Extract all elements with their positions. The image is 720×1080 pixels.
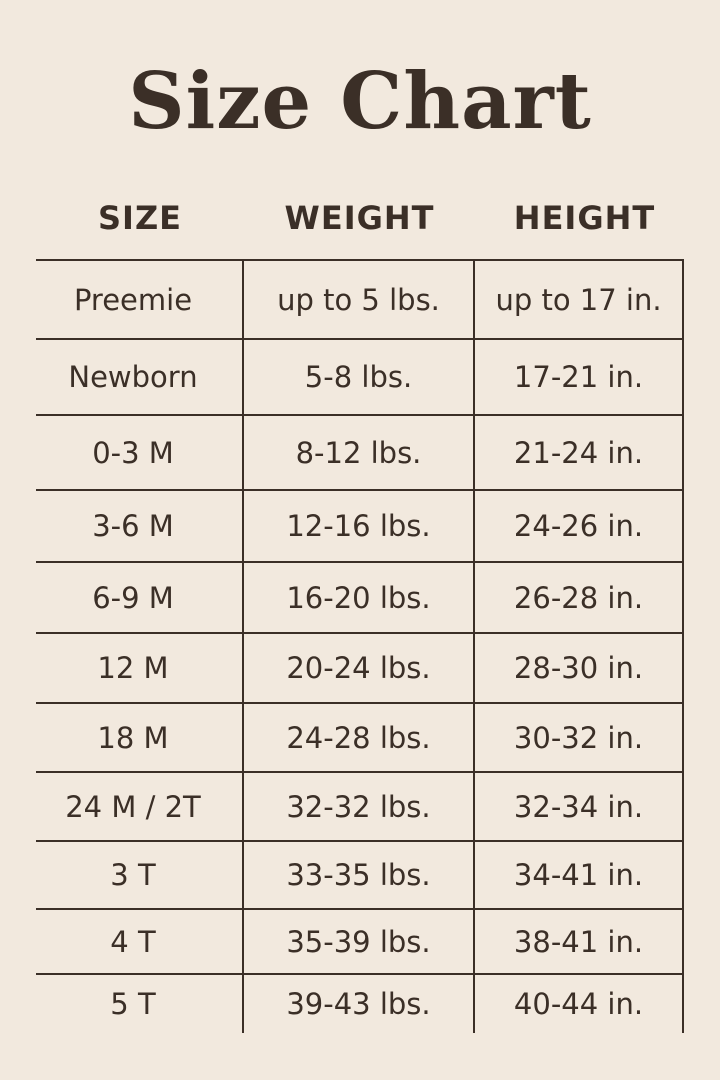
cell-weight: 24-28 lbs. (244, 702, 475, 771)
cell-size: Preemie (36, 259, 244, 338)
cell-height: 21-24 in. (475, 414, 684, 489)
page-title: Size Chart (128, 56, 592, 147)
cell-size: Newborn (36, 338, 244, 414)
cell-weight: 12-16 lbs. (244, 489, 475, 561)
cell-size: 18 M (36, 702, 244, 771)
cell-size: 3 T (36, 840, 244, 908)
table-header: SIZE WEIGHT HEIGHT (36, 196, 684, 240)
cell-height: 30-32 in. (475, 702, 684, 771)
cell-weight: 33-35 lbs. (244, 840, 475, 908)
cell-weight: 35-39 lbs. (244, 908, 475, 973)
cell-height: 17-21 in. (475, 338, 684, 414)
cell-height: 40-44 in. (475, 973, 684, 1033)
cell-weight: 39-43 lbs. (244, 973, 475, 1033)
cell-size: 5 T (36, 973, 244, 1033)
cell-size: 12 M (36, 632, 244, 702)
cell-size: 6-9 M (36, 561, 244, 632)
cell-size: 0-3 M (36, 414, 244, 489)
cell-size: 3-6 M (36, 489, 244, 561)
cell-weight: up to 5 lbs. (244, 259, 475, 338)
column-header-size: SIZE (97, 199, 182, 237)
cell-weight: 5-8 lbs. (244, 338, 475, 414)
cell-height: 38-41 in. (475, 908, 684, 973)
cell-weight: 8-12 lbs. (244, 414, 475, 489)
column-header-height: HEIGHT (513, 199, 656, 237)
cell-height: 24-26 in. (475, 489, 684, 561)
cell-size: 24 M / 2T (36, 771, 244, 840)
cell-weight: 16-20 lbs. (244, 561, 475, 632)
cell-weight: 20-24 lbs. (244, 632, 475, 702)
cell-height: 32-34 in. (475, 771, 684, 840)
size-table: Preemie up to 5 lbs. up to 17 in. Newborn 5-… (36, 259, 684, 1033)
cell-weight: 32-32 lbs. (244, 771, 475, 840)
cell-height: 26-28 in. (475, 561, 684, 632)
cell-height: up to 17 in. (475, 259, 684, 338)
cell-height: 28-30 in. (475, 632, 684, 702)
cell-size: 4 T (36, 908, 244, 973)
column-header-weight: WEIGHT (284, 199, 435, 237)
cell-height: 34-41 in. (475, 840, 684, 908)
